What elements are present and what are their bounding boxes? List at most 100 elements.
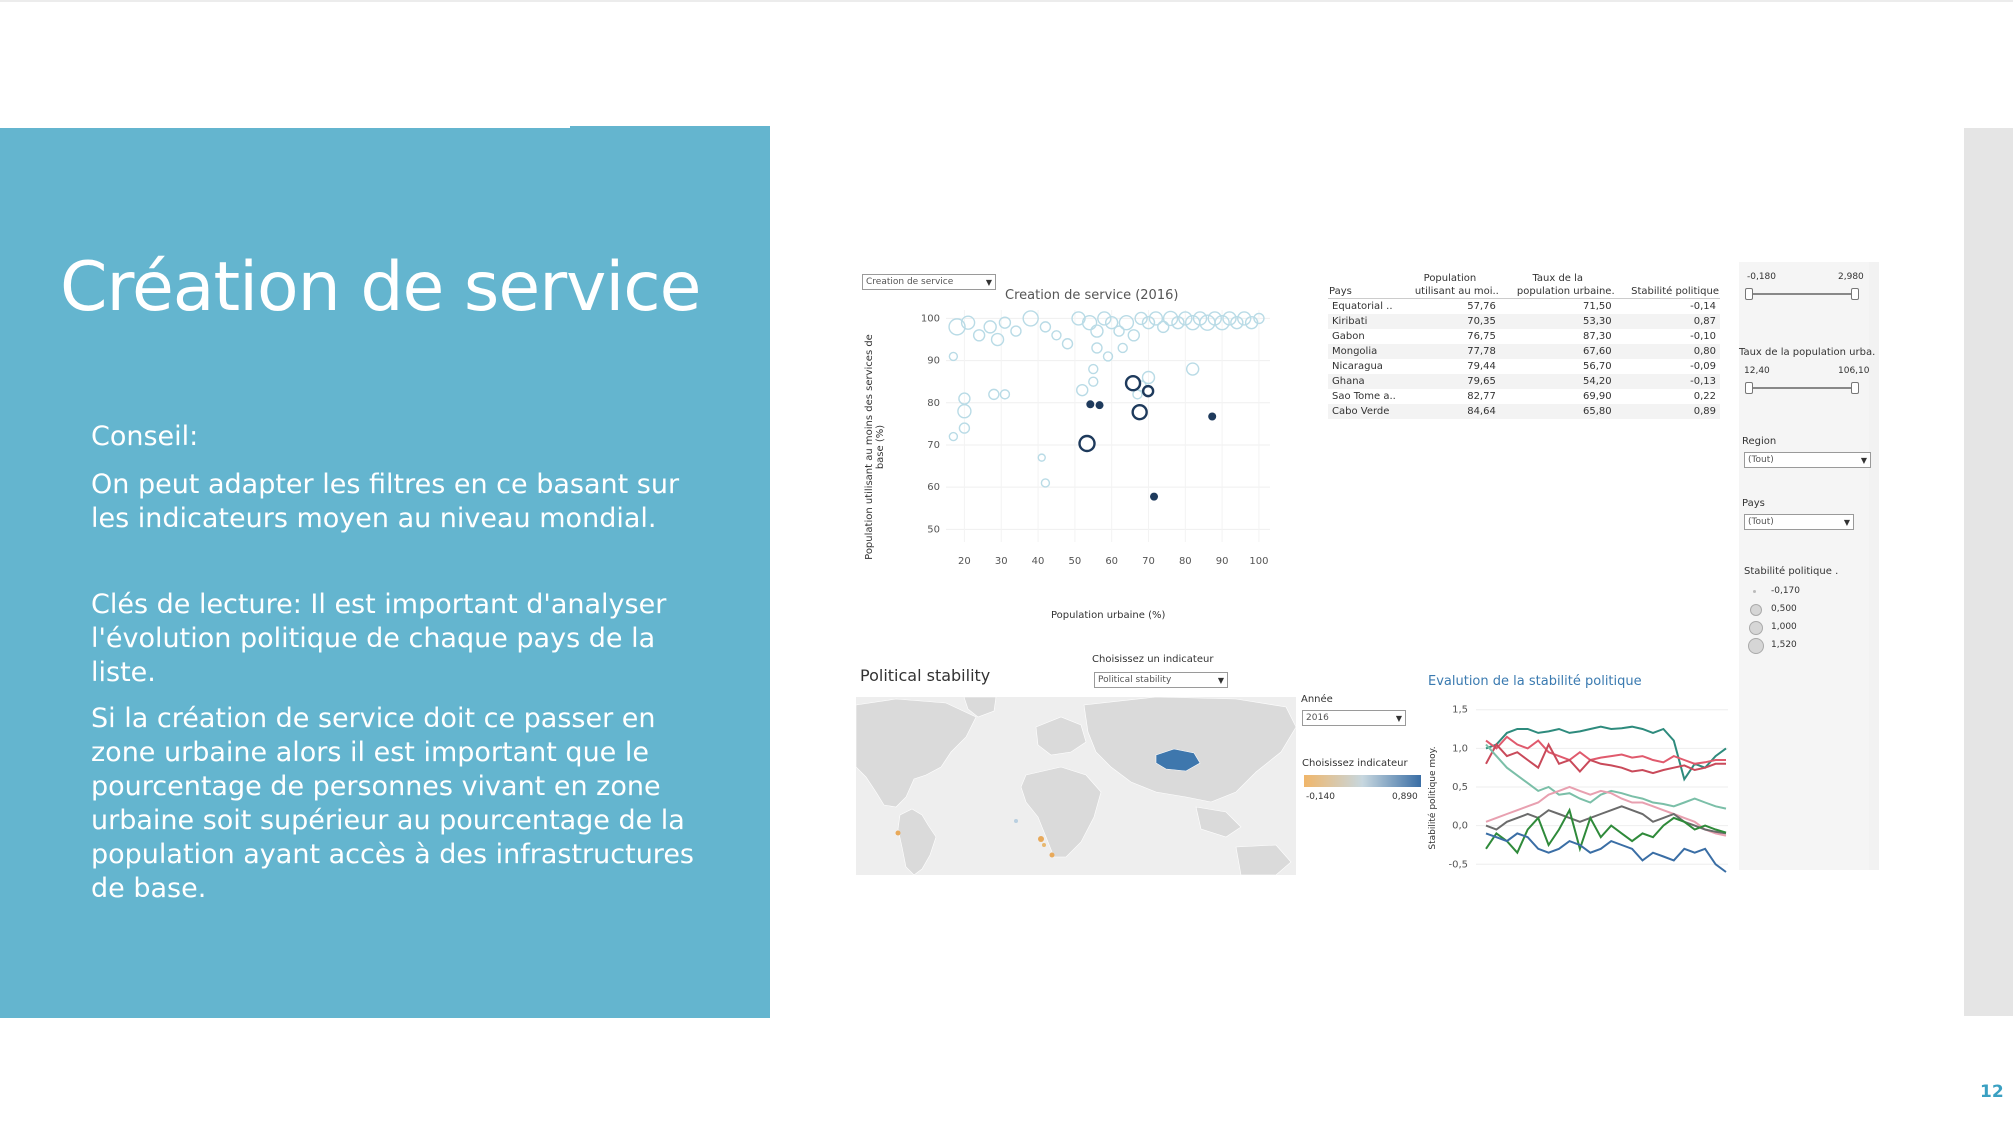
chevron-down-icon: ▼ (1217, 676, 1224, 685)
scatter-point (1230, 315, 1244, 330)
table-header-stability[interactable]: Stabilité politique (1631, 286, 1719, 297)
scatter-y-tick: 100 (921, 313, 940, 324)
europe (1035, 716, 1087, 756)
scatter-x-tick: 90 (1216, 556, 1229, 567)
line-y-tick: 0,5 (1452, 782, 1468, 793)
table-cell-value: 57,76 (1467, 301, 1496, 312)
scatter-x-tick: 60 (1105, 556, 1118, 567)
table-cell-value: 87,30 (1583, 331, 1612, 342)
country-filter-label: Pays (1742, 498, 1765, 509)
size-legend-dot (1753, 590, 1756, 593)
color-legend-min: -0,140 (1306, 792, 1336, 802)
scatter-point (990, 332, 1005, 347)
urban-slider-min-handle[interactable] (1745, 382, 1753, 394)
scatter-y-tick: 60 (927, 482, 940, 493)
indicator-select[interactable]: Political stability ▼ (1094, 672, 1228, 688)
scatter-y-axis-label-wrap: Population utilisant au moins des servic… (864, 334, 898, 582)
table-cell-value: 69,90 (1583, 391, 1612, 402)
ghana-marker[interactable] (1038, 836, 1044, 842)
scatter-point (957, 404, 972, 419)
table-row[interactable]: Cabo Verde 84,64 65,80 0,89 (1328, 404, 1720, 419)
gabon-marker[interactable] (1049, 852, 1055, 858)
color-legend-bar (1304, 775, 1421, 787)
scatter-point (1222, 311, 1237, 326)
reading-key-text: Clés de lecture: Il est important d'anal… (91, 589, 667, 688)
line-series (1485, 832, 1727, 873)
urban-slider-max-handle[interactable] (1851, 382, 1859, 394)
scatter-point (1207, 311, 1222, 326)
table-header-country[interactable]: Pays (1329, 286, 1352, 297)
chevron-down-icon: ▼ (1860, 456, 1867, 465)
scatter-y-tick: 50 (927, 524, 940, 535)
line-series (1485, 735, 1726, 765)
stability-slider-track[interactable] (1749, 293, 1859, 295)
urban-slider-min: 12,40 (1744, 366, 1770, 376)
nicaragua-marker[interactable] (895, 830, 901, 836)
filter-panel: -0,180 2,980 Taux de la population urba.… (1739, 262, 1879, 870)
scatter-point (1171, 315, 1185, 330)
urban-slider-track[interactable] (1749, 387, 1859, 389)
mongolia-highlight[interactable] (1155, 748, 1201, 772)
region-select[interactable]: (Tout) ▼ (1744, 452, 1871, 468)
table-cell-value: 0,89 (1693, 406, 1716, 417)
year-select-value: 2016 (1306, 713, 1329, 723)
table-cell-country: Nicaragua (1332, 361, 1383, 372)
scatter-x-tick: 50 (1068, 556, 1081, 567)
table-row[interactable]: Sao Tome a.. 82,77 69,90 0,22 (1328, 389, 1720, 404)
slide-title: Création de service (60, 248, 702, 327)
view-select[interactable]: Creation de service ▼ (862, 274, 996, 290)
size-legend-title: Stabilité politique . (1744, 566, 1839, 577)
scatter-point (1113, 325, 1125, 337)
scatter-point (1076, 383, 1089, 397)
stability-slider-max-handle[interactable] (1851, 288, 1859, 300)
year-select[interactable]: 2016 ▼ (1302, 710, 1406, 726)
table-cell-value: -0,09 (1690, 361, 1716, 372)
table-row[interactable]: Equatorial .. 57,76 71,50 -0,14 (1328, 299, 1720, 315)
scatter-point (988, 388, 1000, 401)
line-y-axis-label: Stabilité politique moy. (1428, 746, 1438, 850)
table-cell-value: -0,14 (1690, 301, 1716, 312)
line-y-tick: 1,5 (1452, 705, 1468, 716)
table-cell-value: 79,44 (1467, 361, 1496, 372)
equatorial-guinea-marker[interactable] (1042, 843, 1046, 847)
table-header-urban[interactable]: population urbaine. (1516, 286, 1615, 297)
chevron-down-icon: ▼ (985, 278, 992, 287)
table-row[interactable]: Nicaragua 79,44 56,70 -0,09 (1328, 359, 1720, 374)
scatter-point (1185, 362, 1200, 376)
scatter-point (948, 351, 959, 362)
slide-body: Conseil: On peut adapter les filtres en … (60, 420, 720, 906)
country-select-value: (Tout) (1748, 517, 1774, 527)
scatter-point-highlight (1208, 412, 1217, 421)
scatter-point (1141, 370, 1156, 385)
table-row[interactable]: Ghana 79,65 54,20 -0,13 (1328, 374, 1720, 389)
stability-slider-min-handle[interactable] (1745, 288, 1753, 300)
scatter-point (948, 318, 966, 336)
size-legend-dot (1749, 621, 1763, 635)
country-table: Population Taux de la Pays utilisant au … (1328, 272, 1728, 419)
scatter-y-axis-label: Population utilisant au moins des servic… (864, 334, 886, 560)
table-cell-value: 79,65 (1467, 376, 1496, 387)
scatter-x-tick: 80 (1179, 556, 1192, 567)
left-text-panel (0, 126, 770, 1018)
table-row[interactable]: Mongolia 77,78 67,60 0,80 (1328, 344, 1720, 359)
scatter-y-tick: 70 (927, 440, 940, 451)
table-cell-value: 71,50 (1583, 301, 1612, 312)
scatter-x-tick: 70 (1142, 556, 1155, 567)
country-select[interactable]: (Tout) ▼ (1744, 514, 1854, 530)
greenland (963, 697, 997, 718)
line-y-axis-label-wrap: Stabilité politique moy. (1428, 746, 1440, 868)
scatter-point-highlight (1095, 401, 1104, 410)
indicator-select-value: Political stability (1098, 675, 1172, 685)
scatter-point (1088, 363, 1099, 375)
world-map[interactable] (856, 697, 1296, 875)
table-header-pop[interactable]: utilisant au moi.. (1414, 286, 1499, 297)
scatter-point-highlight (1150, 492, 1159, 501)
view-select-value: Creation de service (866, 277, 954, 287)
scatter-point (1127, 329, 1140, 342)
indicator-select-label: Choisissez un indicateur (1092, 654, 1214, 665)
table-row[interactable]: Kiribati 70,35 53,30 0,87 (1328, 314, 1720, 329)
scatter-point (1148, 311, 1164, 326)
table-cell-value: -0,13 (1690, 376, 1716, 387)
table-row[interactable]: Gabon 76,75 87,30 -0,10 (1328, 329, 1720, 344)
cabo-verde-marker[interactable] (1014, 819, 1018, 823)
